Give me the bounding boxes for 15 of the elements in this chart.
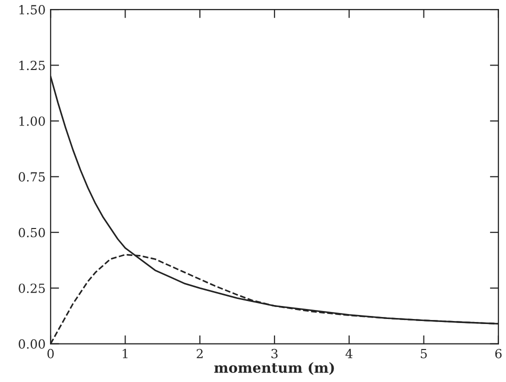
y-tick-label: 0.00 [18,339,45,349]
y-tick-label: 0.50 [18,228,45,238]
y-tick-label: 0.75 [18,172,45,182]
x-tick-label: 4 [346,348,352,358]
y-tick-label: 1.50 [19,5,45,14]
x-tick-label: 0 [47,348,54,358]
y-tick-label: 1.25 [19,60,45,70]
y-tick-label: 0.25 [18,284,45,294]
y-tick-label: 1.00 [19,116,45,126]
x-tick-label: 2 [196,348,203,358]
x-axis-title: momentum (m) [214,362,334,375]
x-tick-label: 6 [495,348,502,358]
x-tick-label: 1 [122,348,128,358]
x-tick-label: 3 [271,348,278,358]
x-tick-label: 5 [420,349,427,358]
